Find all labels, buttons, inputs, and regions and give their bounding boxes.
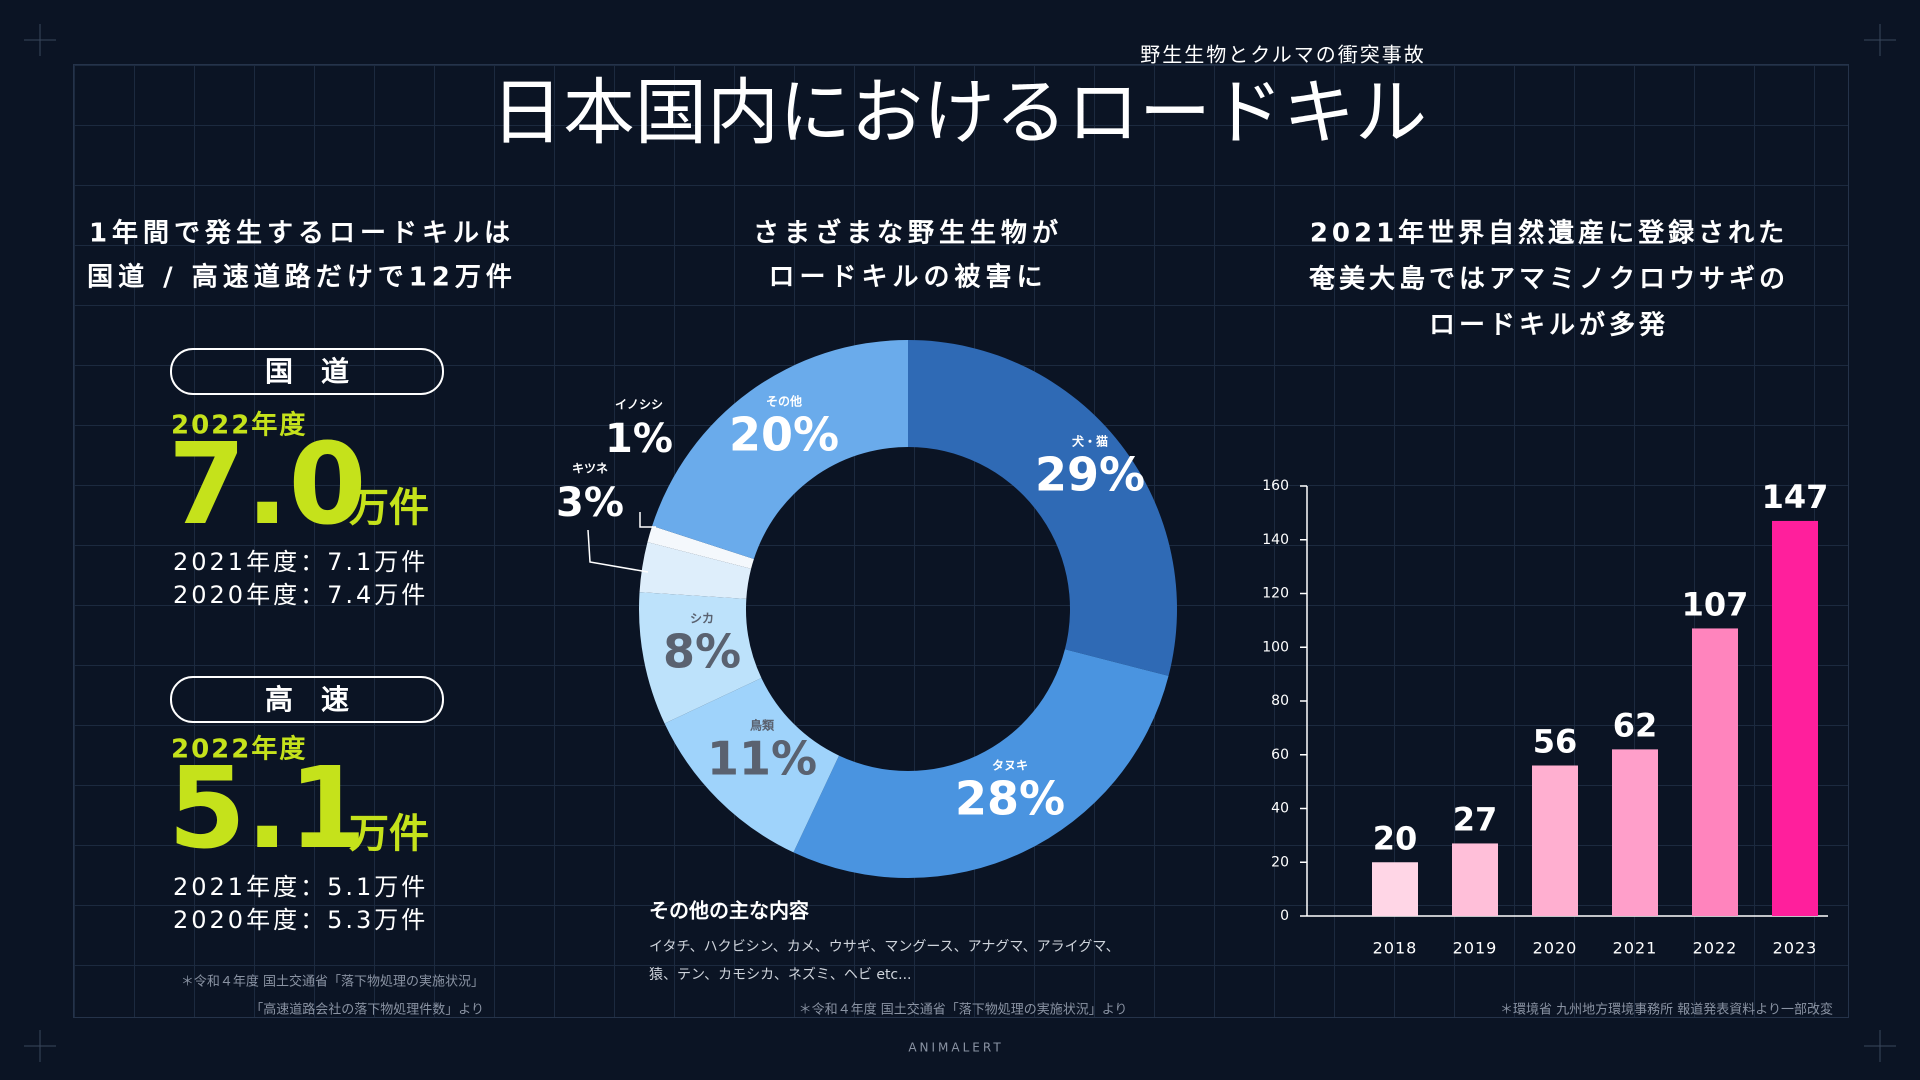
footnote: ＊令和４年度 国土交通省「落下物処理の実施状況」 <box>181 974 484 990</box>
x-tick-label: 2020 <box>1533 939 1578 958</box>
x-tick-label: 2021 <box>1613 939 1658 958</box>
donut-slice <box>793 649 1169 878</box>
history: 2021年度：5.1万件 <box>173 873 428 901</box>
donut-slice <box>908 340 1177 676</box>
footnote: 「高速道路会社の落下物処理件数」より <box>250 1002 484 1018</box>
slice-category: キツネ <box>572 462 608 476</box>
bar-value-label: 56 <box>1533 723 1578 761</box>
slice-value-label: 29% <box>1035 448 1145 502</box>
slice-value-label: 28% <box>955 772 1065 826</box>
slice-value-label: 3% <box>556 480 624 526</box>
bar <box>1372 862 1418 916</box>
bar-value-label: 20 <box>1373 819 1418 857</box>
right-heading: 2021年世界自然遺産に登録された <box>1310 218 1788 249</box>
slice-value-label: 20% <box>729 408 839 462</box>
history: 2021年度：7.1万件 <box>173 548 428 576</box>
pill <box>170 348 444 395</box>
big-value: 5.1 <box>168 744 366 874</box>
big-value: 7.0 <box>168 420 366 550</box>
y-tick-label: 60 <box>1271 747 1289 763</box>
slice-value-label: 8% <box>663 625 741 679</box>
pill-label: 高 速 <box>265 683 349 716</box>
right-heading: ロードキルが多発 <box>1429 310 1669 341</box>
others-title: その他の主な内容 <box>649 899 809 923</box>
middle-heading: ロードキルの被害に <box>768 262 1047 293</box>
donut-slice <box>639 542 752 599</box>
y-tick-label: 160 <box>1262 478 1289 494</box>
right-heading: 奄美大島ではアマミノクロウサギの <box>1309 264 1789 295</box>
others-list: イタチ、ハクビシン、カメ、ウサギ、マングース、アナグマ、アライグマ、 <box>649 939 1120 955</box>
year: 2022年度 <box>171 410 307 441</box>
donut-slice <box>652 340 908 559</box>
y-tick-label: 140 <box>1262 532 1289 548</box>
bar <box>1532 765 1578 916</box>
x-tick-label: 2018 <box>1373 939 1418 958</box>
slice-category: シカ <box>690 612 714 626</box>
slice-category: 鳥類 <box>750 718 775 733</box>
history: 2020年度：7.4万件 <box>173 581 428 609</box>
left-heading: 国道 / 高速道路だけで12万件 <box>87 262 517 293</box>
corner-marks <box>24 24 1896 1062</box>
bar-value-label: 27 <box>1453 800 1498 838</box>
y-tick-label: 20 <box>1271 854 1289 870</box>
y-tick-label: 100 <box>1262 639 1289 655</box>
leader-line <box>639 512 656 528</box>
x-tick-label: 2019 <box>1453 939 1498 958</box>
slice-category: イノシシ <box>615 398 663 412</box>
donut-slice <box>664 677 840 853</box>
x-tick-label: 2022 <box>1693 939 1738 958</box>
others-list: 猿、テン、カモシカ、ネズミ、ヘビ etc... <box>649 967 911 983</box>
footnote: ＊環境省 九州地方環境事務所 報道発表資料より一部改変 <box>1500 1002 1833 1018</box>
middle-heading: さまざまな野生生物が <box>753 218 1063 249</box>
footnote: ＊令和４年度 国土交通省「落下物処理の実施状況」より <box>799 1002 1128 1018</box>
leader-line <box>587 529 649 573</box>
donut-slice <box>639 592 762 724</box>
slice-category: タヌキ <box>992 759 1028 773</box>
y-tick-label: 40 <box>1271 801 1289 817</box>
y-tick-label: 120 <box>1262 586 1289 602</box>
bar <box>1692 628 1738 916</box>
subtitle: 野生生物とクルマの衝突事故 <box>1140 43 1425 67</box>
year: 2022年度 <box>171 734 307 765</box>
unit: 万件 <box>349 811 429 857</box>
slice-category: その他 <box>766 394 802 409</box>
bar-value-label: 107 <box>1682 585 1749 623</box>
x-tick-label: 2023 <box>1773 939 1818 958</box>
bar-value-label: 62 <box>1613 706 1658 744</box>
unit: 万件 <box>349 485 429 531</box>
slice-value-label: 1% <box>605 416 673 462</box>
title: 日本国内におけるロードキル <box>491 71 1427 155</box>
brand: ANIMALERT <box>908 1041 1003 1055</box>
history: 2020年度：5.3万件 <box>173 906 428 934</box>
bar-chart: 0 20 40 60 80 100 120 140 160 20 2018 27 2019 56 2020 6… <box>1262 478 1828 958</box>
y-tick-label: 0 <box>1280 908 1289 924</box>
bar <box>1612 749 1658 916</box>
bar-value-label: 147 <box>1762 478 1829 516</box>
y-tick-label: 80 <box>1271 693 1289 709</box>
pill-label: 国 道 <box>265 355 349 388</box>
donut-slice <box>647 525 754 569</box>
slice-category: 犬・猫 <box>1072 434 1108 449</box>
pill <box>170 676 444 723</box>
left-heading: 1年間で発生するロードキルは <box>89 218 515 249</box>
bar <box>1452 843 1498 916</box>
bar <box>1772 520 1818 916</box>
slice-value-label: 11% <box>707 732 817 786</box>
